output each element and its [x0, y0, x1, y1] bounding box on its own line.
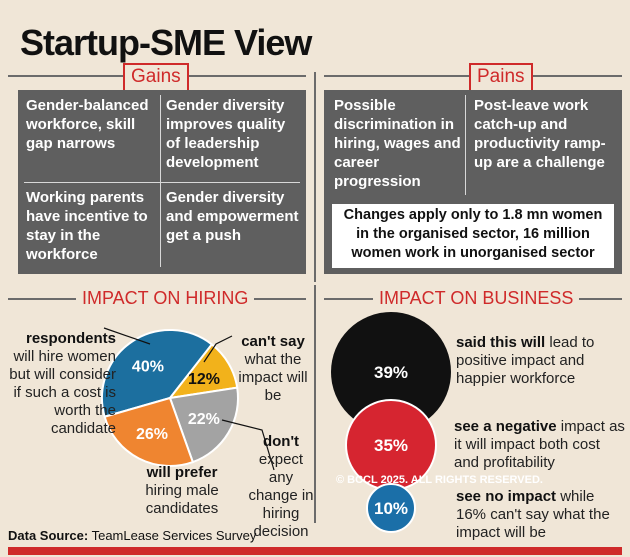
- business-label-1: said this will lead to positive impact a…: [456, 334, 595, 387]
- leader-cantsay: [203, 335, 233, 363]
- hiring-heading: IMPACT ON HIRING: [76, 288, 255, 309]
- bubble-3: [366, 483, 416, 533]
- pie-label-2: 12%: [188, 371, 220, 388]
- cantsay-label: can't say what the impact will be: [238, 333, 308, 404]
- pie-slice-4: [103, 396, 195, 467]
- pie-label-3: 22%: [188, 411, 220, 428]
- respondents-label: respondents will hire women but will cons…: [9, 330, 116, 437]
- business-bubble-chart: 39% 35% 10%: [331, 312, 451, 533]
- pains-item-1: Possible discrimination in hiring, wages…: [334, 97, 461, 190]
- bubble-label-1: 39%: [374, 363, 408, 382]
- business-heading: IMPACT ON BUSINESS: [373, 288, 580, 309]
- dont-label: don't expect any change in hiring decisio…: [248, 433, 314, 540]
- pains-note: Changes apply only to 1.8 mn women in th…: [332, 204, 614, 268]
- copyright-text: © BCCL 2025. ALL RIGHTS RESERVED.: [336, 474, 543, 486]
- center-divider: [314, 72, 316, 282]
- business-label-2: see a negative impact as it will impact …: [454, 418, 625, 471]
- bottom-bar: [8, 547, 622, 555]
- business-label-3: see no impact while 16% can't say what t…: [456, 488, 610, 541]
- bubble-label-2: 35%: [374, 436, 408, 455]
- gains-vdivider: [160, 95, 161, 267]
- pie-label-1: 40%: [132, 358, 164, 375]
- gains-tag: Gains: [123, 63, 189, 92]
- leader-dont: [221, 419, 275, 471]
- pains-vdivider: [465, 95, 466, 195]
- bubble-1: [331, 312, 451, 432]
- bubble-label-3: 10%: [374, 499, 408, 518]
- center-divider-bottom: [314, 285, 316, 523]
- page-title: Startup-SME View: [20, 22, 312, 63]
- pie-slice-1: [101, 329, 214, 418]
- pie-label-4: 26%: [136, 426, 168, 443]
- leader-respondents: [103, 327, 151, 345]
- pains-item-2: Post-leave work catch-up and productivit…: [474, 97, 606, 171]
- pains-panel: Possible discrimination in hiring, wages…: [324, 90, 622, 274]
- data-source: Data Source: TeamLease Services Survey: [8, 528, 257, 543]
- prefer-label: will prefer hiring male candidates: [145, 464, 219, 517]
- gains-item-3: Working parents have incentive to stay i…: [26, 189, 148, 263]
- hiring-pie-chart: 40% 12% 22% 26%: [101, 329, 239, 467]
- gains-panel: Gender-balanced workforce, skill gap nar…: [18, 90, 306, 274]
- gains-item-4: Gender diversity and empowerment get a p…: [166, 189, 299, 244]
- gains-hdivider: [24, 182, 300, 183]
- gains-item-1: Gender-balanced workforce, skill gap nar…: [26, 97, 149, 152]
- gains-item-2: Gender diversity improves quality of lea…: [166, 97, 286, 171]
